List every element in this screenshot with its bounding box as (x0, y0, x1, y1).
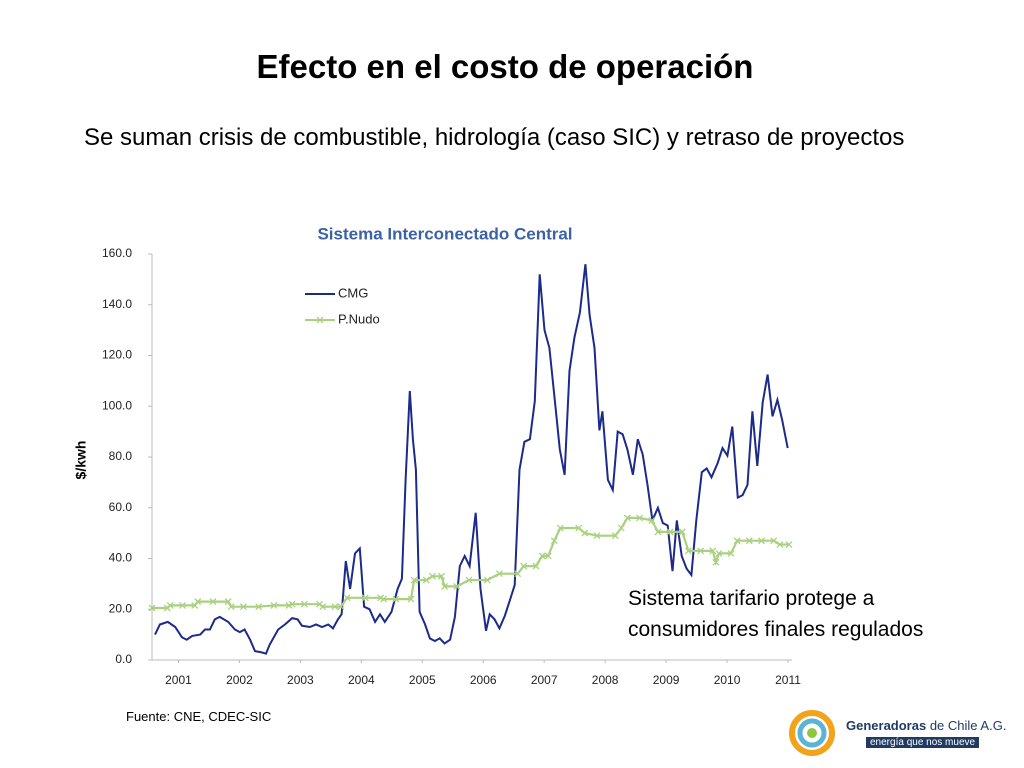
source: Fuente: CNE, CDEC-SIC (126, 709, 272, 724)
series-line (152, 516, 789, 610)
annotation: Sistema tarifario protege a consumidores… (628, 587, 924, 641)
legend-marker (316, 316, 324, 324)
x-tick-label: 2003 (287, 673, 314, 687)
point-marker (428, 572, 436, 580)
point-marker (331, 603, 339, 611)
y-tick-label: 80.0 (109, 449, 133, 463)
point-marker (550, 537, 558, 545)
point-marker (255, 603, 263, 611)
point-marker (727, 549, 735, 557)
point-marker (300, 600, 308, 608)
point-marker (697, 547, 705, 555)
logo-icon (789, 710, 835, 756)
point-marker (556, 524, 564, 532)
x-tick-label: 2001 (165, 673, 192, 687)
point-marker (270, 601, 278, 609)
point-marker (544, 552, 552, 560)
logo-name-bold: Generadoras (846, 718, 927, 733)
point-marker (666, 528, 674, 536)
point-marker (617, 524, 625, 532)
point-marker (343, 594, 351, 602)
point-marker (514, 570, 522, 578)
x-tick-label: 2002 (226, 673, 253, 687)
point-marker (410, 576, 418, 584)
point-marker (776, 541, 784, 549)
slide-body: Se suman crisis de combustible, hidrolog… (84, 124, 905, 151)
point-marker (758, 537, 765, 545)
logo-name: Generadoras de Chile A.G. (846, 718, 1006, 733)
point-marker (453, 582, 461, 590)
logo-tagline: energía que nos mueve (866, 737, 980, 748)
y-tick-label: 0.0 (115, 652, 132, 666)
point-marker (166, 601, 174, 609)
slide-title: Efecto en el costo de operación (256, 48, 754, 85)
point-marker (709, 547, 717, 555)
x-tick-label: 2010 (714, 673, 741, 687)
point-marker (438, 572, 445, 580)
point-marker (678, 528, 686, 536)
point-marker (654, 528, 662, 536)
point-marker (785, 541, 793, 549)
point-marker (407, 595, 415, 603)
point-marker (209, 598, 217, 606)
chart-title: Sistema Interconectado Central (317, 224, 572, 243)
point-marker (495, 570, 503, 578)
y-tick-label: 20.0 (109, 601, 133, 615)
x-tick-label: 2005 (409, 673, 436, 687)
y-tick-label: 60.0 (109, 500, 133, 514)
y-tick-label: 40.0 (109, 551, 133, 565)
point-marker (712, 558, 720, 566)
point-marker (623, 514, 631, 522)
point-marker (733, 537, 741, 545)
point-marker (465, 576, 473, 584)
y-tick-label: 100.0 (102, 398, 132, 412)
point-marker (593, 532, 601, 540)
point-marker (770, 537, 778, 545)
y-tick-label: 140.0 (102, 297, 132, 311)
point-marker (227, 603, 235, 611)
y-tick-label: 120.0 (102, 348, 132, 362)
x-tick-label: 2008 (592, 673, 619, 687)
point-marker (745, 537, 753, 545)
point-marker (611, 532, 619, 540)
point-marker (483, 576, 491, 584)
point-marker (380, 595, 388, 603)
point-marker (532, 562, 540, 570)
x-tick-label: 2004 (348, 673, 375, 687)
point-marker (575, 524, 583, 532)
legend-label: P.Nudo (338, 311, 380, 326)
point-marker (337, 603, 345, 611)
point-marker (239, 603, 247, 611)
point-marker (194, 598, 202, 606)
point-marker (288, 600, 296, 608)
point-marker (148, 604, 156, 612)
point-marker (441, 582, 449, 590)
y-tick-label: 160.0 (102, 246, 132, 260)
point-marker (715, 549, 723, 557)
point-marker (636, 514, 644, 522)
point-marker (581, 529, 589, 537)
legend-label: CMG (338, 285, 368, 300)
x-tick-label: 2006 (470, 673, 497, 687)
point-marker (319, 603, 327, 611)
point-marker (422, 576, 430, 584)
x-tick-label: 2007 (531, 673, 558, 687)
y-axis-label: $/kwh (73, 441, 89, 480)
point-marker (179, 601, 186, 609)
point-marker (361, 594, 369, 602)
point-marker (224, 598, 232, 606)
series-line (154, 264, 789, 655)
logo-name-rest: de Chile A.G. (929, 718, 1007, 733)
x-tick-label: 2009 (653, 673, 680, 687)
point-marker (538, 552, 546, 560)
x-tick-label: 2011 (775, 673, 801, 687)
point-marker (392, 595, 400, 603)
point-marker (520, 562, 528, 570)
point-marker (648, 516, 656, 524)
point-marker (684, 547, 692, 555)
